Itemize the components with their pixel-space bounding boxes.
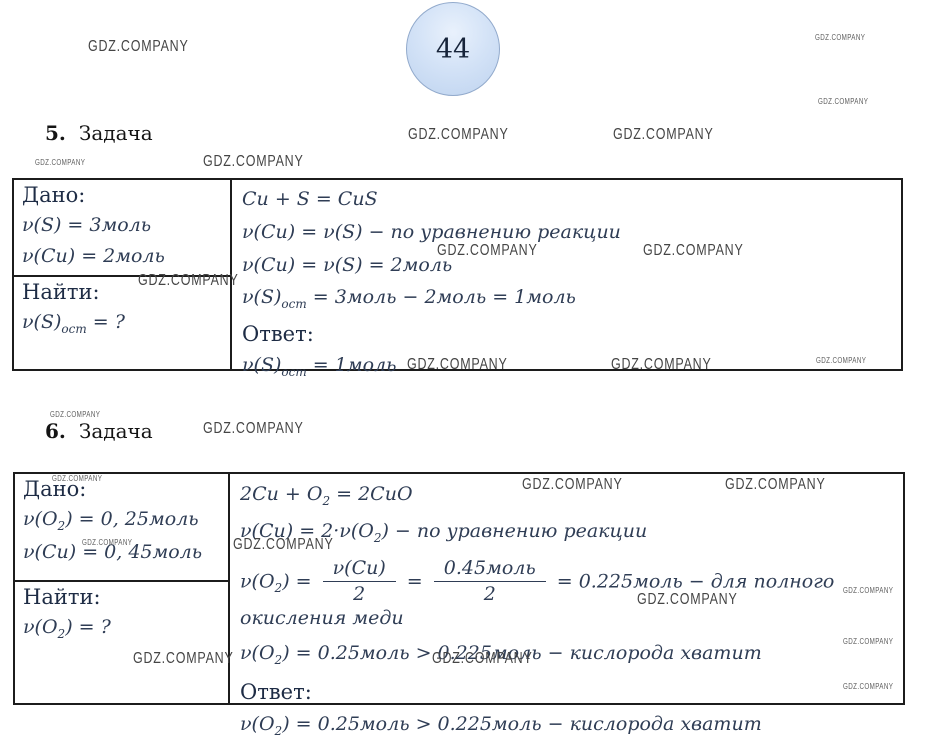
watermark: GDZ.COMPANY: [816, 356, 867, 365]
answer-formulas: ν(S)ост = 1моль: [242, 354, 895, 380]
formula: ν(O2) = ν(Cu) 2 = 0.45моль 2 = 0.225моль −…: [240, 556, 835, 630]
watermark: GDZ.COMPANY: [203, 153, 304, 170]
problem-6-table: Дано: ν(O2) = 0, 25моль ν(Cu) = 0, 45моль…: [13, 472, 905, 738]
given-find-column: Дано: ν(S) = 3моль ν(Cu) = 2моль Найти: ν…: [14, 180, 232, 369]
formula: ν(S)ост = 3моль − 2моль = 1моль: [242, 286, 576, 312]
watermark: GDZ.COMPANY: [611, 356, 712, 373]
watermark: GDZ.COMPANY: [522, 476, 623, 493]
watermark: GDZ.COMPANY: [407, 356, 508, 373]
formula: ν(Cu) = 0, 45моль: [23, 541, 203, 564]
formula: ν(Cu) = 2·ν(O2) − по уравнению реакции: [240, 519, 648, 545]
find-label: Найти:: [22, 280, 100, 304]
problem-6-heading: 6. Задача: [45, 419, 153, 443]
watermark: GDZ.COMPANY: [637, 591, 738, 608]
watermark: GDZ.COMPANY: [613, 126, 714, 143]
solution-column: Cu + S = CuS ν(Cu) = ν(S) − по уравнению …: [232, 180, 901, 379]
formula: ν(O2) = 0.25моль > 0.225моль − кислорода…: [240, 641, 762, 667]
watermark: GDZ.COMPANY: [843, 682, 894, 691]
formula: ν(Cu) = 2моль: [22, 245, 165, 267]
problem-number: 6.: [45, 419, 66, 443]
given-section: Дано: ν(O2) = 0, 25моль ν(Cu) = 0, 45моль: [15, 474, 228, 582]
formula: Cu + S = CuS: [242, 188, 378, 210]
watermark: GDZ.COMPANY: [815, 33, 866, 42]
watermark: GDZ.COMPANY: [437, 242, 538, 259]
watermark: GDZ.COMPANY: [50, 410, 101, 419]
watermark: GDZ.COMPANY: [52, 474, 103, 483]
problem-5-heading: 5. Задача: [45, 121, 153, 145]
watermark: GDZ.COMPANY: [843, 637, 894, 646]
watermark: GDZ.COMPANY: [133, 650, 234, 667]
formula: ν(Cu) = ν(S) = 2моль: [242, 253, 453, 276]
solution-formulas: 2Cu + O2 = 2CuO ν(Cu) = 2·ν(O2) − по урав…: [240, 483, 897, 668]
given-section: Дано: ν(S) = 3моль ν(Cu) = 2моль: [14, 180, 230, 277]
find-label: Найти:: [23, 585, 101, 609]
watermark: GDZ.COMPANY: [818, 97, 869, 106]
fraction: 0.45моль 2: [433, 557, 546, 608]
answer-formulas: ν(O2) = 0.25моль > 0.225моль − кислорода…: [240, 713, 897, 739]
find-section: Найти: ν(O2) = ?: [15, 582, 228, 649]
watermark: GDZ.COMPANY: [203, 420, 304, 437]
page-number-badge: 44: [406, 2, 500, 96]
formula: ν(O2) = ?: [23, 616, 111, 642]
answer-label: Ответ:: [242, 322, 314, 347]
problem-title: Задача: [78, 121, 153, 145]
find-section: Найти: ν(S)ост = ?: [14, 277, 230, 344]
fraction: ν(Cu) 2: [322, 557, 396, 608]
formula: 2Cu + O2 = 2CuO: [240, 483, 413, 508]
watermark: GDZ.COMPANY: [843, 586, 894, 595]
formula: ν(S)ост = ?: [22, 311, 125, 337]
watermark: GDZ.COMPANY: [82, 538, 133, 547]
solution-column: 2Cu + O2 = 2CuO ν(Cu) = 2·ν(O2) − по урав…: [230, 474, 903, 738]
formula: ν(Cu) = ν(S) − по уравнению реакции: [242, 220, 621, 243]
watermark: GDZ.COMPANY: [725, 476, 826, 493]
solution-formulas: Cu + S = CuS ν(Cu) = ν(S) − по уравнению …: [242, 188, 895, 312]
watermark: GDZ.COMPANY: [35, 158, 86, 167]
answer-label: Ответ:: [240, 679, 312, 704]
formula: ν(S)ост = 1моль: [242, 354, 397, 380]
problem-5-table: Дано: ν(S) = 3моль ν(Cu) = 2моль Найти: ν…: [12, 178, 903, 379]
watermark: GDZ.COMPANY: [138, 272, 239, 289]
watermark: GDZ.COMPANY: [408, 126, 509, 143]
problem-number: 5.: [45, 121, 66, 145]
find-formulas: ν(O2) = ?: [23, 616, 220, 642]
formula: ν(S) = 3моль: [22, 214, 152, 237]
given-formulas: ν(O2) = 0, 25моль ν(Cu) = 0, 45моль: [23, 508, 220, 565]
formula: ν(O2) = 0, 25моль: [23, 508, 199, 534]
given-find-column: Дано: ν(O2) = 0, 25моль ν(Cu) = 0, 45моль…: [15, 474, 230, 703]
page-number: 44: [435, 33, 471, 65]
watermark: GDZ.COMPANY: [432, 650, 533, 667]
watermark: GDZ.COMPANY: [233, 536, 334, 553]
given-label: Дано:: [23, 477, 87, 501]
formula: ν(O2) = 0.25моль > 0.225моль − кислорода…: [240, 712, 762, 738]
watermark: GDZ.COMPANY: [88, 38, 189, 55]
find-formulas: ν(S)ост = ?: [22, 311, 222, 337]
problem-title: Задача: [78, 419, 153, 443]
given-label: Дано:: [22, 183, 86, 207]
watermark: GDZ.COMPANY: [643, 242, 744, 259]
given-formulas: ν(S) = 3моль ν(Cu) = 2моль: [22, 214, 222, 269]
